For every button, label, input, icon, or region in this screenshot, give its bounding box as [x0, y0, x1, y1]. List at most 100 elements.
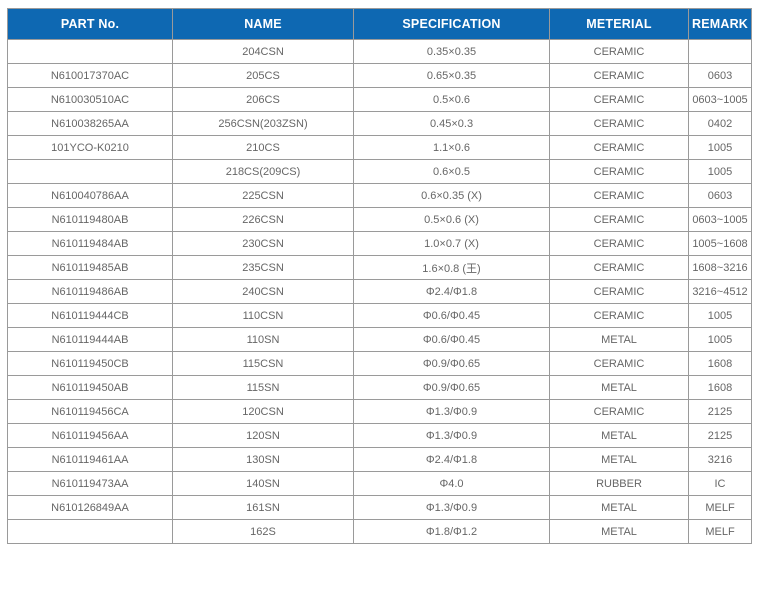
- cell-name: 110SN: [172, 327, 354, 352]
- cell-part_no: N610119450AB: [7, 375, 173, 400]
- cell-remark: MELF: [688, 519, 752, 544]
- cell-specification: 0.35×0.35: [353, 39, 550, 64]
- cell-part_no: N610119480AB: [7, 207, 173, 232]
- cell-name: 210CS: [172, 135, 354, 160]
- cell-specification: 0.45×0.3: [353, 111, 550, 136]
- cell-remark: 0603~1005: [688, 87, 752, 112]
- table-row: N610030510AC 206CS 0.5×0.6 CERAMIC 0603~1005: [7, 87, 752, 112]
- cell-remark: 1005: [688, 327, 752, 352]
- cell-meterial: CERAMIC: [549, 255, 689, 280]
- cell-specification: Φ2.4/Φ1.8: [353, 447, 550, 472]
- cell-meterial: CERAMIC: [549, 279, 689, 304]
- table-row: N610119486AB 240CSN Φ2.4/Φ1.8 CERAMIC 3216~4…: [7, 279, 752, 304]
- cell-meterial: CERAMIC: [549, 87, 689, 112]
- cell-meterial: CERAMIC: [549, 159, 689, 184]
- cell-part_no: N610119444AB: [7, 327, 173, 352]
- cell-name: 205CS: [172, 63, 354, 88]
- cell-name: 256CSN(203ZSN): [172, 111, 354, 136]
- column-header-name: NAME: [172, 8, 354, 40]
- cell-remark: 1608: [688, 375, 752, 400]
- cell-remark: 2125: [688, 423, 752, 448]
- cell-meterial: METAL: [549, 423, 689, 448]
- cell-part_no: N610119461AA: [7, 447, 173, 472]
- table-row: N610038265AA 256CSN(203ZSN) 0.45×0.3 CERAMI…: [7, 111, 752, 136]
- cell-specification: Φ2.4/Φ1.8: [353, 279, 550, 304]
- cell-specification: Φ4.0: [353, 471, 550, 496]
- cell-name: 140SN: [172, 471, 354, 496]
- table-row: 101YCO-K0210 210CS 1.1×0.6 CERAMIC 1005: [7, 135, 752, 160]
- cell-specification: 0.5×0.6: [353, 87, 550, 112]
- parts-list-page: PART No. NAME SPECIFICATION METERIAL REMARK …: [7, 8, 752, 544]
- cell-remark: 0402: [688, 111, 752, 136]
- cell-part_no: N610038265AA: [7, 111, 173, 136]
- cell-name: 204CSN: [172, 39, 354, 64]
- cell-specification: Φ0.6/Φ0.45: [353, 327, 550, 352]
- cell-specification: 0.6×0.5: [353, 159, 550, 184]
- table-row: 162S Φ1.8/Φ1.2 METAL MELF: [7, 519, 752, 544]
- cell-specification: 1.6×0.8 (王): [353, 255, 550, 280]
- cell-part_no: N610017370AC: [7, 63, 173, 88]
- cell-specification: Φ1.3/Φ0.9: [353, 399, 550, 424]
- cell-name: 162S: [172, 519, 354, 544]
- cell-part_no: N610119485AB: [7, 255, 173, 280]
- cell-specification: Φ1.3/Φ0.9: [353, 423, 550, 448]
- header-row: PART No. NAME SPECIFICATION METERIAL REMARK: [7, 8, 752, 40]
- cell-remark: 1608: [688, 351, 752, 376]
- cell-specification: Φ1.3/Φ0.9: [353, 495, 550, 520]
- table-row: N610119444AB 110SN Φ0.6/Φ0.45 METAL 1005: [7, 327, 752, 352]
- cell-meterial: CERAMIC: [549, 207, 689, 232]
- cell-part_no: 101YCO-K0210: [7, 135, 173, 160]
- cell-meterial: METAL: [549, 375, 689, 400]
- cell-meterial: METAL: [549, 495, 689, 520]
- cell-name: 120CSN: [172, 399, 354, 424]
- cell-meterial: CERAMIC: [549, 183, 689, 208]
- cell-name: 110CSN: [172, 303, 354, 328]
- table-body: 204CSN 0.35×0.35 CERAMIC N610017370AC 205CS 0…: [7, 39, 752, 544]
- table-row: N610119456CA 120CSN Φ1.3/Φ0.9 CERAMIC 2125: [7, 399, 752, 424]
- cell-specification: Φ0.9/Φ0.65: [353, 351, 550, 376]
- cell-part_no: N610119486AB: [7, 279, 173, 304]
- cell-part_no: N610119484AB: [7, 231, 173, 256]
- cell-specification: Φ1.8/Φ1.2: [353, 519, 550, 544]
- cell-name: 225CSN: [172, 183, 354, 208]
- column-header-part_no: PART No.: [7, 8, 173, 40]
- parts-table: PART No. NAME SPECIFICATION METERIAL REMARK …: [7, 8, 752, 544]
- cell-meterial: CERAMIC: [549, 63, 689, 88]
- cell-remark: IC: [688, 471, 752, 496]
- cell-name: 115SN: [172, 375, 354, 400]
- cell-part_no: [7, 519, 173, 544]
- cell-meterial: CERAMIC: [549, 135, 689, 160]
- table-row: N610119456AA 120SN Φ1.3/Φ0.9 METAL 2125: [7, 423, 752, 448]
- cell-remark: 1005: [688, 159, 752, 184]
- cell-specification: Φ0.9/Φ0.65: [353, 375, 550, 400]
- table-header: PART No. NAME SPECIFICATION METERIAL REMARK: [7, 8, 752, 40]
- cell-meterial: CERAMIC: [549, 231, 689, 256]
- cell-meterial: CERAMIC: [549, 39, 689, 64]
- cell-meterial: METAL: [549, 447, 689, 472]
- cell-remark: 0603~1005: [688, 207, 752, 232]
- table-row: N610119450AB 115SN Φ0.9/Φ0.65 METAL 1608: [7, 375, 752, 400]
- cell-meterial: CERAMIC: [549, 303, 689, 328]
- cell-remark: 1005: [688, 135, 752, 160]
- cell-specification: 0.65×0.35: [353, 63, 550, 88]
- cell-part_no: N610119444CB: [7, 303, 173, 328]
- cell-meterial: METAL: [549, 327, 689, 352]
- table-row: N610119461AA 130SN Φ2.4/Φ1.8 METAL 3216: [7, 447, 752, 472]
- cell-remark: 1608~3216: [688, 255, 752, 280]
- table-row: N610017370AC 205CS 0.65×0.35 CERAMIC 0603: [7, 63, 752, 88]
- cell-remark: 3216: [688, 447, 752, 472]
- cell-part_no: N610119456CA: [7, 399, 173, 424]
- cell-specification: 0.6×0.35 (X): [353, 183, 550, 208]
- cell-remark: 3216~4512: [688, 279, 752, 304]
- cell-remark: 0603: [688, 63, 752, 88]
- table-row: N610126849AA 161SN Φ1.3/Φ0.9 METAL MELF: [7, 495, 752, 520]
- table-row: N610119485AB 235CSN 1.6×0.8 (王) CERAMIC 1608…: [7, 255, 752, 280]
- table-row: N610119444CB 110CSN Φ0.6/Φ0.45 CERAMIC 1005: [7, 303, 752, 328]
- cell-specification: 1.1×0.6: [353, 135, 550, 160]
- cell-remark: MELF: [688, 495, 752, 520]
- table-row: 204CSN 0.35×0.35 CERAMIC: [7, 39, 752, 64]
- cell-meterial: CERAMIC: [549, 351, 689, 376]
- cell-part_no: N610126849AA: [7, 495, 173, 520]
- cell-part_no: N610119450CB: [7, 351, 173, 376]
- table-row: N610119480AB 226CSN 0.5×0.6 (X) CERAMIC 0603…: [7, 207, 752, 232]
